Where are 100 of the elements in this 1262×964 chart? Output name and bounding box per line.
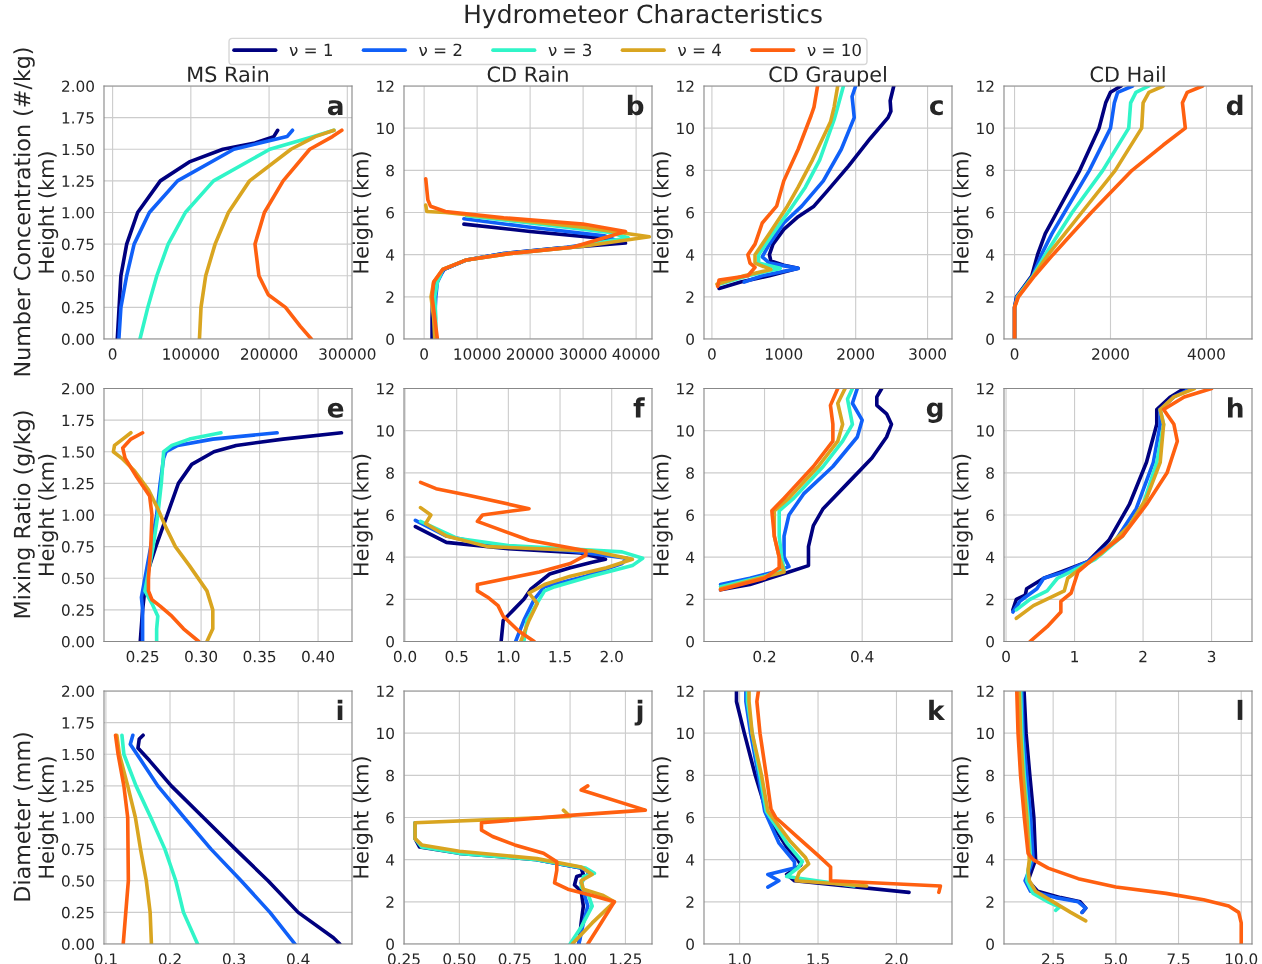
y-tick-label: 0 (686, 333, 694, 346)
x-tick-label: 30000 (559, 348, 607, 360)
y-tick-label: 1.75 (62, 717, 94, 729)
y-tick-label: 1.50 (62, 446, 94, 458)
x-tick-label: 0.50 (443, 953, 476, 964)
x-tick-label: 0.30 (185, 650, 218, 663)
y-tick-label: 8 (386, 467, 394, 479)
annotation: c (930, 100, 943, 116)
y-tick-label: 0.00 (61, 333, 94, 346)
x-tick-label: 0.5 (445, 650, 468, 663)
x-tick-label: 200000 (241, 348, 298, 360)
y-tick-label: 1.75 (62, 112, 94, 124)
y-tick-label: 10 (377, 122, 394, 135)
y-tick-label: 1.00 (62, 509, 94, 522)
y-axis-title: Height (km) (38, 152, 59, 273)
y-tick-label: 10 (377, 425, 394, 437)
y-tick-label: 12 (977, 80, 994, 92)
y-tick-label: 8 (686, 164, 694, 177)
x-tick-label: 2000 (1092, 348, 1129, 360)
y-tick-label: 1.00 (62, 811, 94, 824)
x-tick-label: 2000 (837, 348, 875, 360)
annotation: i (337, 699, 343, 720)
y-tick-label: 1.00 (62, 206, 94, 219)
y-tick-label: 1.50 (62, 143, 94, 156)
line-series (1028, 388, 1214, 642)
y-tick-label: 4 (986, 854, 995, 866)
y-tick-label: 10 (977, 727, 994, 740)
y-tick-label: 12 (677, 685, 694, 697)
annotation: e (327, 402, 344, 418)
x-tick-label: 0.75 (498, 953, 531, 964)
chart-title: CD Rain (487, 66, 568, 83)
y-tick-label: 2 (686, 291, 694, 303)
y-tick-label: 8 (386, 164, 394, 177)
text: Hydrometeor Characteristics (465, 4, 822, 29)
x-tick-label: 0 (708, 348, 716, 360)
y-tick-label: 1.75 (62, 414, 94, 427)
y-tick-label: 6 (686, 509, 695, 522)
y-tick-label: 4 (986, 551, 995, 563)
y-tick-label: 6 (386, 206, 395, 219)
y-tick-label: 12 (377, 685, 394, 697)
y-tick-label: 8 (986, 164, 994, 177)
y-tick-label: 2.00 (62, 685, 94, 698)
y-tick-label: 4 (386, 551, 395, 563)
y-axis-title: Height (km) (652, 454, 673, 576)
y-axis-title: Height (km) (38, 454, 59, 576)
x-tick-label: 0 (108, 348, 117, 360)
x-tick-label: 0.25 (126, 650, 159, 663)
y-tick-label: 10 (977, 122, 994, 135)
y-tick-label: 1.50 (62, 748, 94, 761)
line-series (136, 733, 342, 944)
y-axis-title: Height (km) (352, 152, 373, 273)
y-tick-label: 12 (977, 685, 994, 697)
x-tick-label: 40000 (612, 348, 660, 360)
legend-label: ν = 10 (807, 43, 861, 57)
x-tick-label: 0.4 (287, 953, 310, 964)
x-tick-label: 0.2 (753, 650, 776, 663)
x-tick-label: 1.5 (549, 651, 571, 663)
x-tick-label: 1 (1071, 651, 1079, 663)
chart-title: MS Rain (188, 66, 269, 83)
y-tick-label: 0.75 (61, 843, 94, 856)
y-tick-label: 0 (386, 333, 394, 346)
y-tick-label: 10 (377, 727, 394, 740)
y-tick-label: 2 (686, 896, 694, 908)
x-tick-label: 0.35 (243, 650, 276, 663)
y-tick-label: 0.25 (61, 906, 94, 919)
x-tick-label: 10.0 (1225, 953, 1258, 964)
x-tick-label: 0.0 (393, 650, 417, 663)
line-series (113, 733, 131, 944)
x-tick-label: 100000 (163, 348, 219, 360)
line-series (128, 733, 297, 944)
y-tick-label: 0.25 (61, 604, 94, 616)
line-series (755, 691, 943, 895)
y-tick-label: 0 (986, 333, 994, 346)
legend-label: ν = 1 (289, 43, 332, 56)
y-tick-label: 2.00 (62, 382, 94, 395)
annotation: f (633, 397, 645, 418)
y-tick-label: 1.25 (62, 780, 94, 792)
text: Number Concentration (#/kg) (13, 48, 35, 376)
annotation: l (1237, 699, 1243, 720)
y-tick-label: 0 (386, 938, 394, 951)
line-series (120, 733, 200, 944)
x-tick-label: 4000 (1187, 348, 1225, 360)
y-tick-label: 1.25 (62, 477, 94, 490)
y-axis-title: Height (km) (652, 152, 673, 273)
legend-label: ν = 3 (548, 43, 592, 57)
x-tick-label: 1000 (766, 348, 803, 360)
y-tick-label: 8 (386, 769, 394, 782)
y-axis-title: Height (km) (952, 454, 973, 576)
y-tick-label: 0 (686, 938, 694, 951)
x-tick-label: 2.0 (600, 650, 623, 663)
y-tick-label: 12 (377, 80, 394, 92)
y-axis-title: Height (km) (38, 757, 59, 878)
x-tick-label: 0 (1002, 650, 1010, 663)
y-tick-label: 12 (977, 382, 994, 395)
y-tick-label: 2 (986, 896, 994, 908)
annotation: j (634, 699, 643, 726)
line-series (479, 784, 648, 944)
line-series (253, 128, 344, 339)
y-tick-label: 12 (677, 382, 694, 395)
x-tick-label: 0.3 (222, 953, 246, 964)
